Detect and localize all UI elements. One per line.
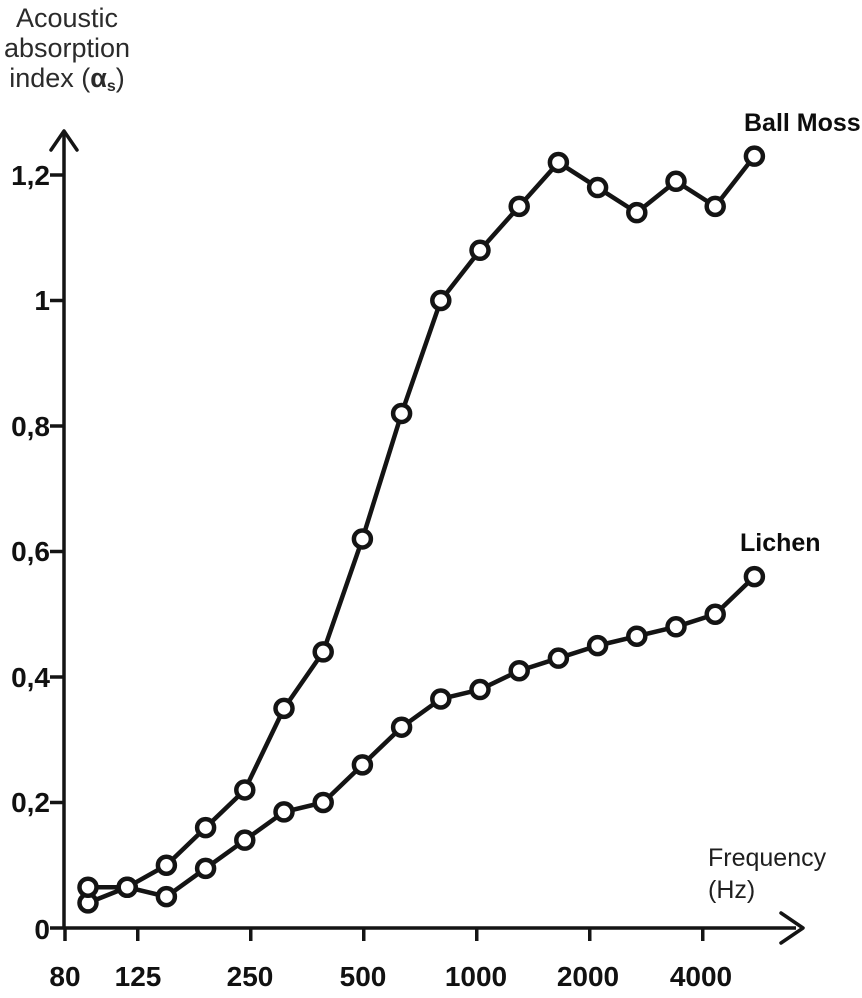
- series-label-lichen: Lichen: [740, 529, 821, 557]
- data-point-ball-moss: [626, 201, 648, 224]
- chart-title: Acoustic absorption index (αs): [0, 3, 134, 102]
- data-point-ball-moss: [665, 170, 687, 193]
- data-point-ball-moss: [430, 289, 452, 312]
- x-axis-label-line1: Frequency: [708, 844, 827, 872]
- data-point-ball-moss: [743, 145, 766, 167]
- data-point-lichen: [626, 625, 648, 647]
- data-point-lichen: [77, 876, 99, 898]
- y-tick-label-0p2: 0,2: [11, 787, 50, 818]
- x-tick-label-80: 80: [49, 961, 81, 992]
- data-point-lichen: [547, 647, 570, 669]
- x-tick-label-125: 125: [114, 961, 162, 992]
- data-point-lichen: [390, 716, 413, 738]
- data-point-lichen: [194, 857, 217, 880]
- y-tick-label-1: 1: [34, 285, 50, 316]
- data-point-lichen: [469, 678, 491, 701]
- y-tick-label-0p4: 0,4: [11, 662, 50, 693]
- data-point-ball-moss: [194, 816, 217, 839]
- y-tick-label-0: 0: [34, 914, 50, 945]
- x-tick-label-2000: 2000: [556, 961, 620, 992]
- data-point-ball-moss: [351, 528, 374, 550]
- x-axis-label-line2: (Hz): [708, 876, 756, 904]
- data-point-lichen: [743, 565, 766, 588]
- x-tick-label-1000: 1000: [444, 961, 508, 992]
- data-point-ball-moss: [508, 195, 530, 218]
- series-label-ball-moss: Ball Moss: [744, 109, 861, 137]
- data-point-lichen: [351, 754, 374, 776]
- y-axis-arrow: [49, 129, 79, 152]
- chart-title-line3: index (αs): [9, 63, 125, 95]
- x-tick-label-4000: 4000: [669, 961, 733, 992]
- data-point-lichen: [586, 634, 609, 657]
- data-point-ball-moss: [390, 402, 413, 425]
- data-point-ball-moss: [547, 151, 570, 174]
- data-point-ball-moss: [469, 239, 491, 262]
- series-line-lichen: [85, 574, 757, 899]
- data-point-ball-moss: [312, 641, 334, 663]
- data-point-lichen: [234, 829, 256, 851]
- data-point-lichen: [508, 659, 530, 682]
- chart-title-line1: Acoustic: [15, 3, 119, 33]
- x-tick-label-500: 500: [339, 961, 387, 992]
- data-point-ball-moss: [234, 779, 256, 801]
- y-tick-label-0p6: 0,6: [11, 536, 50, 567]
- alpha-symbol: αs: [90, 63, 116, 95]
- x-axis-label: Frequency (Hz): [708, 842, 826, 906]
- chart-title-line2: absorption: [3, 33, 131, 63]
- data-point-lichen: [155, 885, 178, 908]
- x-axis-arrow: [779, 911, 805, 945]
- data-point-lichen: [665, 616, 687, 638]
- x-tick-label-250: 250: [226, 961, 274, 992]
- data-point-lichen: [430, 688, 452, 710]
- y-tick-label-0p8: 0,8: [11, 411, 50, 442]
- data-point-ball-moss: [155, 854, 178, 876]
- data-point-lichen: [116, 876, 138, 898]
- data-point-lichen: [273, 801, 295, 823]
- data-point-ball-moss: [586, 176, 609, 199]
- data-point-ball-moss: [273, 697, 295, 720]
- data-point-lichen: [704, 603, 726, 625]
- series-line-ball-moss: [85, 153, 757, 906]
- data-point-lichen: [312, 791, 334, 814]
- data-point-ball-moss: [704, 195, 726, 218]
- y-tick-label-1p2: 1,2: [11, 160, 50, 191]
